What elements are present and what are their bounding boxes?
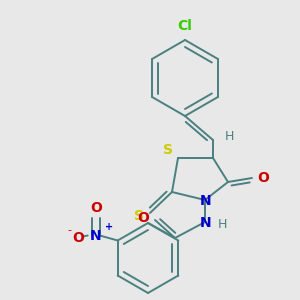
Text: +: + (105, 221, 113, 232)
Text: O: O (72, 230, 84, 244)
Text: N: N (200, 216, 212, 230)
Text: H: H (217, 218, 227, 232)
Text: O: O (257, 171, 269, 185)
Text: O: O (137, 211, 149, 225)
Text: N: N (90, 229, 101, 242)
Text: Cl: Cl (178, 19, 192, 33)
Text: S: S (134, 209, 144, 223)
Text: H: H (224, 130, 234, 142)
Text: S: S (163, 143, 173, 157)
Text: N: N (200, 194, 212, 208)
Text: -: - (68, 226, 72, 236)
Text: O: O (90, 200, 102, 214)
